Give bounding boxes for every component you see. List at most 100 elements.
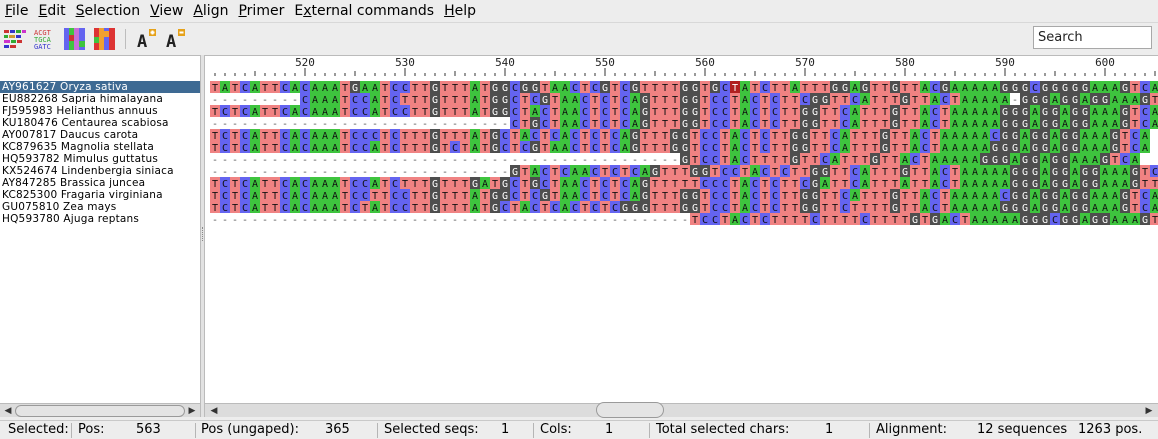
base-cell: [590, 81, 600, 93]
base-cell: [820, 201, 830, 213]
base-char: T: [702, 95, 708, 106]
panel-splitter[interactable]: [200, 55, 205, 417]
base-char: C: [622, 95, 628, 106]
names-hscrollbar[interactable]: ◀ ▶: [0, 403, 200, 417]
base-char: C: [522, 143, 528, 154]
base-char: C: [222, 143, 228, 154]
base-cell: [460, 81, 470, 93]
menu-view[interactable]: View: [150, 3, 184, 19]
menu-external-commands[interactable]: External commands: [294, 3, 435, 19]
color-scheme-hydrophobic-icon[interactable]: [93, 27, 117, 51]
color-scheme-text-icon[interactable]: ACGT TGCA GATC: [33, 27, 57, 51]
menu-primer[interactable]: Primer: [238, 3, 285, 19]
base-cell: [880, 93, 890, 105]
base-char: C: [242, 179, 248, 190]
base-cell: [460, 105, 470, 117]
base-cell: [730, 165, 740, 177]
sequence-name-row[interactable]: HQ593782 Mimulus guttatus: [2, 153, 159, 165]
base-char: T: [262, 203, 268, 214]
font-decrease-icon[interactable]: A: [163, 27, 187, 52]
base-char: A: [1102, 83, 1108, 94]
base-cell: [720, 153, 730, 165]
base-char: T: [822, 83, 828, 94]
base-cell: [890, 201, 900, 213]
gap-char: -: [232, 119, 238, 130]
base-char: T: [892, 215, 898, 226]
base-char: C: [352, 191, 358, 202]
base-cell: [470, 81, 480, 93]
scroll-right-icon[interactable]: ▶: [188, 406, 196, 416]
gap-char: -: [522, 155, 528, 166]
menu-help[interactable]: Help: [444, 3, 476, 19]
menu-file[interactable]: File: [5, 3, 29, 19]
base-cell: [570, 177, 580, 189]
base-char: T: [1132, 83, 1138, 94]
sequence-name-row[interactable]: KU180476 Centaurea scabiosa: [2, 117, 169, 129]
sequence-name-row[interactable]: GU075810 Zea mays: [2, 201, 117, 213]
menu-align[interactable]: Align: [193, 3, 229, 19]
base-cell: [700, 153, 710, 165]
base-cell: [560, 189, 570, 201]
base-cell: [770, 153, 780, 165]
base-char: G: [1102, 155, 1108, 166]
sequence-names-panel[interactable]: AY961627 Oryza sativa EU882268 Sapria him…: [0, 55, 200, 404]
base-cell: [880, 189, 890, 201]
base-char: G: [1022, 203, 1028, 214]
alignment-scroll-thumb[interactable]: [596, 402, 664, 418]
base-char: A: [902, 155, 908, 166]
menu-edit[interactable]: Edit: [38, 3, 66, 19]
base-cell: [1070, 81, 1080, 93]
base-char: C: [542, 179, 548, 190]
gap-char: -: [452, 155, 458, 166]
base-char: T: [232, 179, 238, 190]
base-cell: [490, 81, 500, 93]
base-char: G: [502, 83, 508, 94]
scroll-right-icon[interactable]: ▶: [1145, 406, 1153, 416]
color-scheme-clustal-icon[interactable]: [3, 27, 27, 51]
base-char: T: [462, 107, 468, 118]
base-cell: [900, 165, 910, 177]
names-scroll-thumb[interactable]: [15, 405, 185, 417]
base-cell: [1070, 105, 1080, 117]
sequence-name-row[interactable]: HQ593780 Ajuga reptans: [2, 213, 140, 225]
color-scheme-nucleotide-icon[interactable]: [63, 27, 87, 51]
base-char: G: [432, 191, 438, 202]
gap-char: -: [492, 167, 498, 178]
base-char: G: [692, 83, 698, 94]
base-char: C: [942, 95, 948, 106]
base-cell: [640, 177, 650, 189]
alignment-hscrollbar[interactable]: ◀ ▶: [205, 402, 1158, 418]
sequence-name-row[interactable]: KC879635 Magnolia stellata: [2, 141, 154, 153]
sequence-name-row[interactable]: AY847285 Brassica juncea: [2, 177, 146, 189]
base-cell: [420, 201, 430, 213]
gap-char: -: [242, 167, 248, 178]
base-cell: [370, 93, 380, 105]
gap-char: -: [292, 95, 298, 106]
scroll-left-icon[interactable]: ◀: [210, 406, 218, 416]
base-char: C: [832, 143, 838, 154]
base-cell: [920, 177, 930, 189]
splitter-grip[interactable]: [202, 227, 205, 241]
gap-char: -: [322, 155, 328, 166]
base-char: C: [1142, 191, 1148, 202]
sequence-name-row[interactable]: AY007817 Daucus carota: [2, 129, 139, 141]
base-char: G: [652, 167, 658, 178]
sequence-name-row[interactable]: KC825300 Fragaria virginiana: [2, 189, 163, 201]
gap-char: -: [492, 155, 498, 166]
base-char: T: [462, 143, 468, 154]
sequence-name-row[interactable]: FJ595983 Helianthus annuus: [2, 105, 158, 117]
menu-selection[interactable]: Selection: [75, 3, 141, 19]
font-increase-icon[interactable]: A: [134, 27, 158, 52]
base-char: T: [592, 95, 598, 106]
scroll-left-icon[interactable]: ◀: [4, 406, 12, 416]
sequence-name-row[interactable]: AY961627 Oryza sativa: [0, 81, 200, 93]
base-char: C: [712, 203, 718, 214]
base-cell: [620, 201, 630, 213]
sequence-name-row[interactable]: EU882268 Sapria himalayana: [2, 93, 164, 105]
sequence-name-row[interactable]: KX524674 Lindenbergia siniaca: [2, 165, 174, 177]
search-input[interactable]: Search: [1033, 26, 1152, 49]
base-cell: [720, 165, 730, 177]
base-cell: [790, 189, 800, 201]
